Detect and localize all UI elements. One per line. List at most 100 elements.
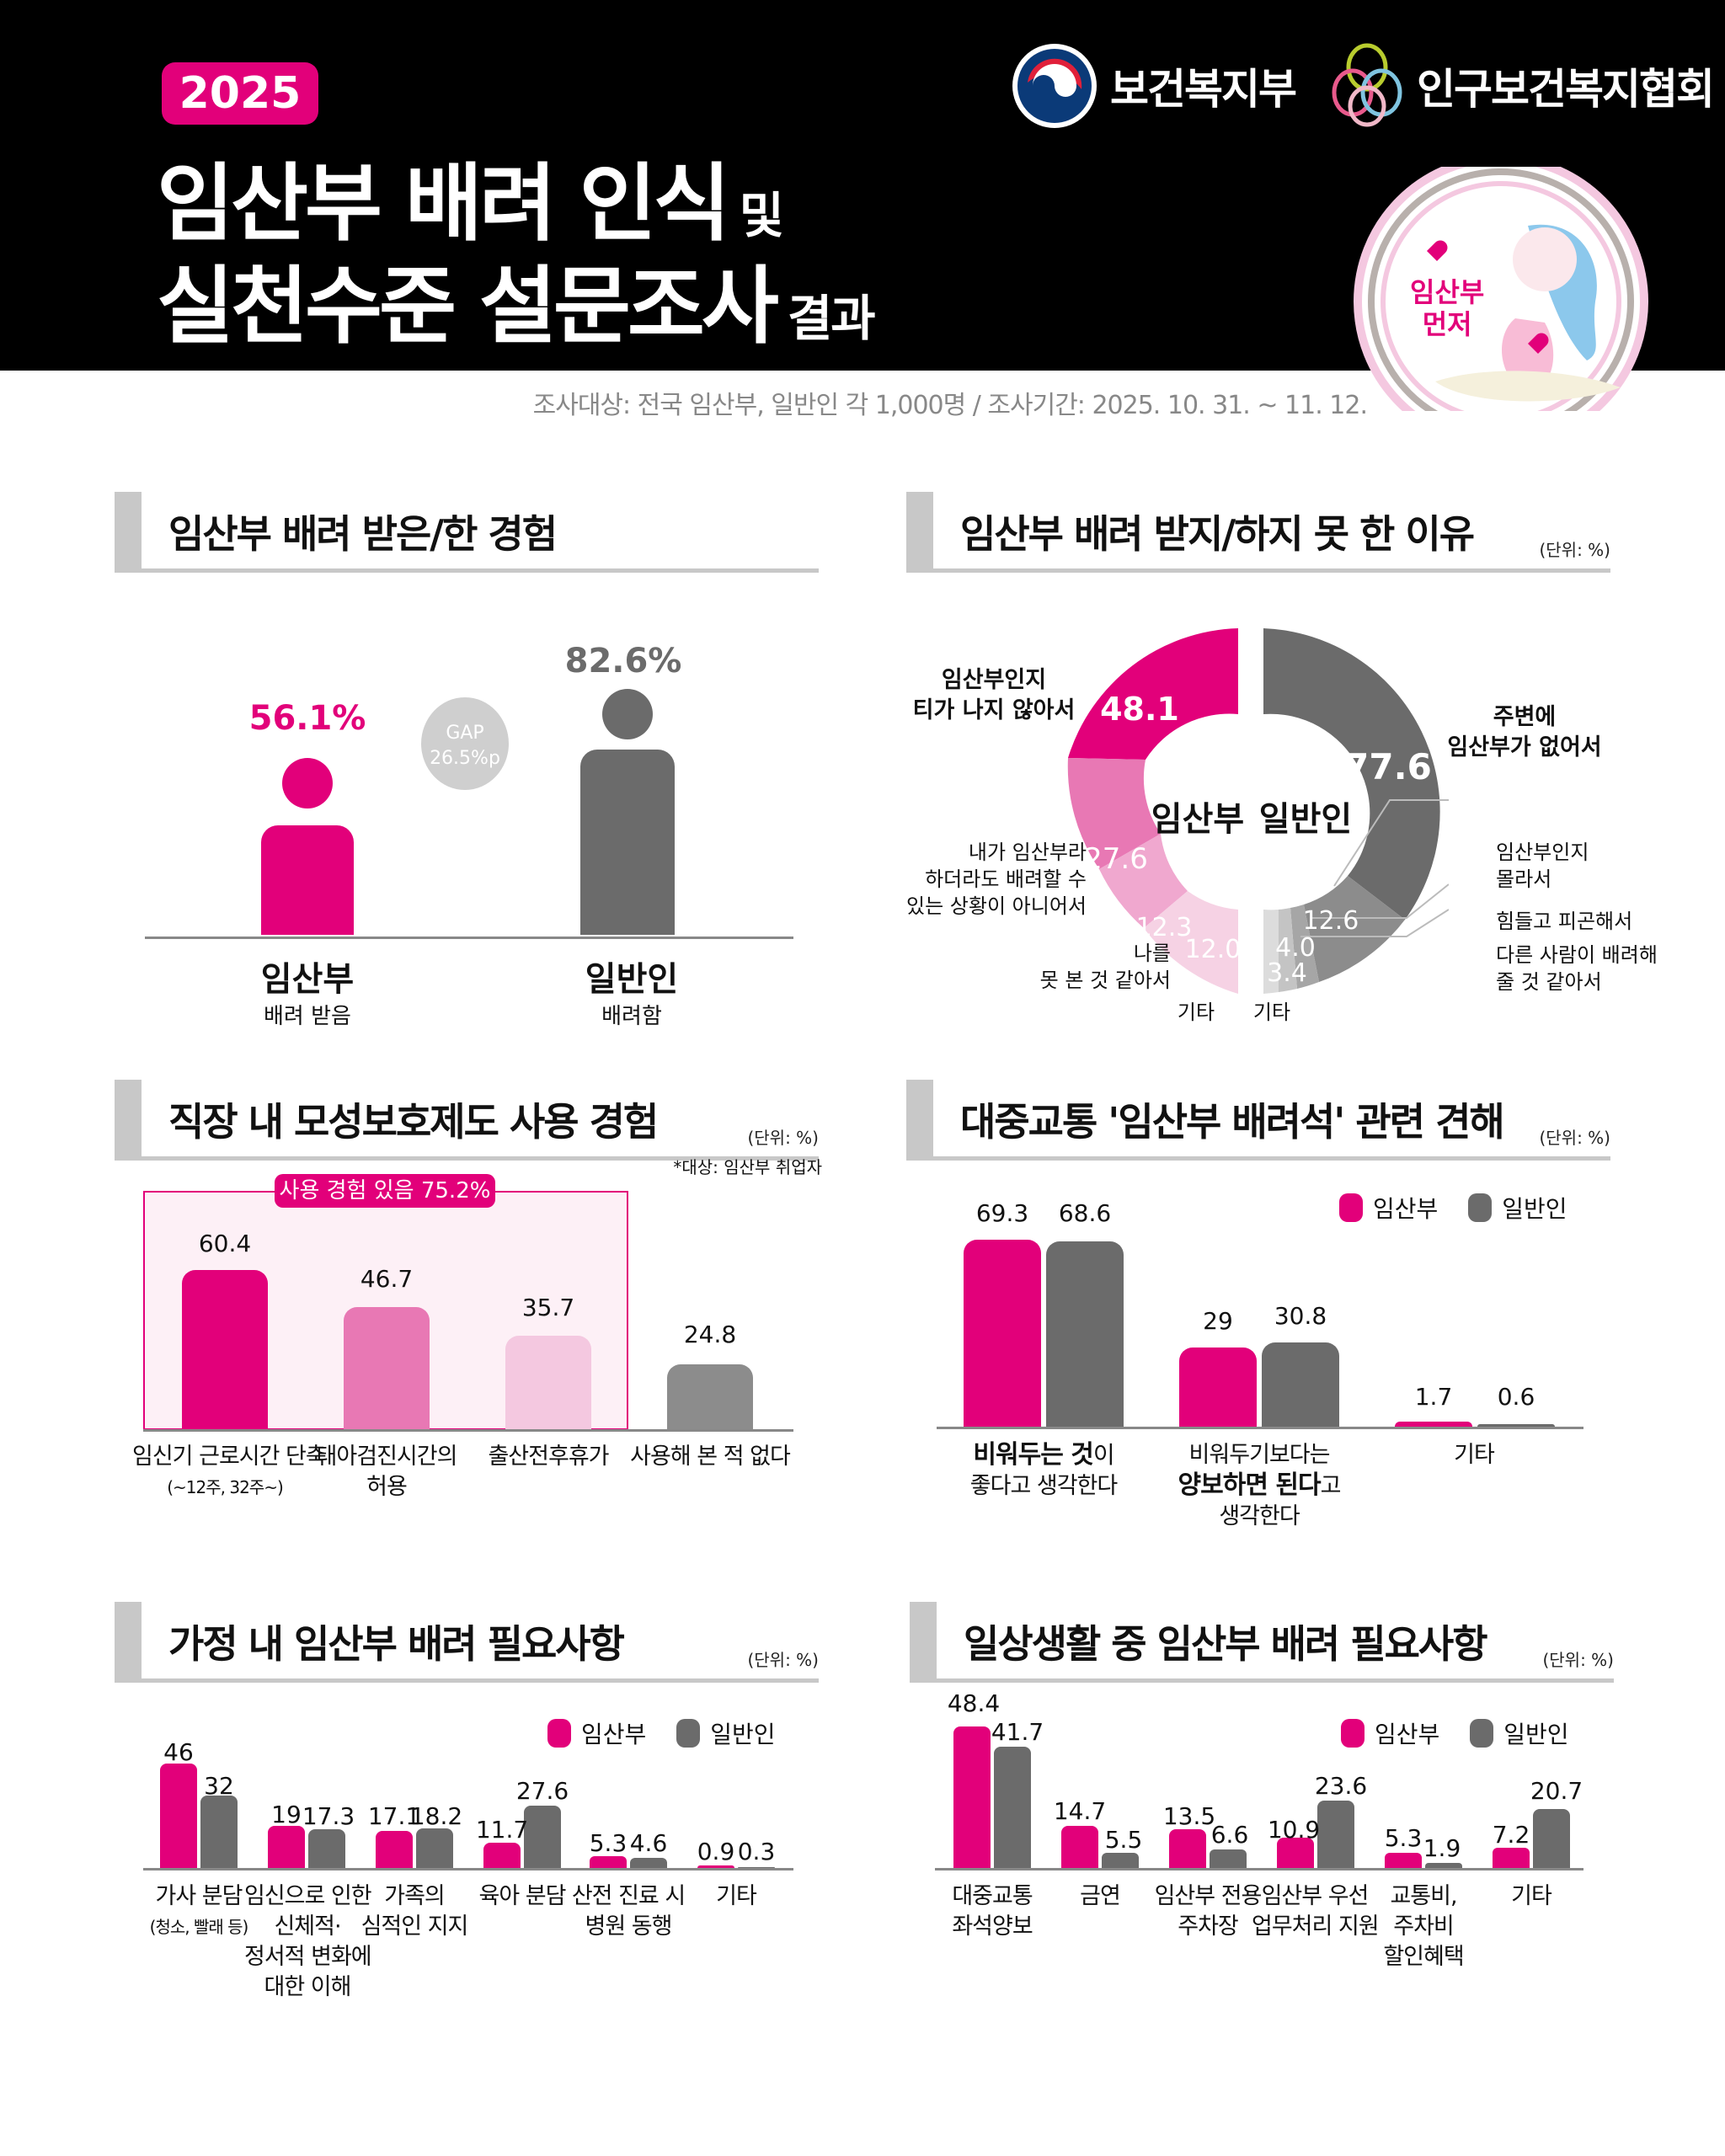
bar-p4 [590,1856,627,1868]
label-p4: 기타 [1177,1001,1215,1024]
value-p5: 0.9 [697,1838,735,1865]
label-line: 임산부인지 [941,667,1047,693]
label-g3: 힘들고 피곤해서 [1496,910,1633,933]
cat-line: 좋다고 생각한다 [969,1473,1118,1499]
section-underline [906,1156,1610,1161]
unit-label: (단위: %) [1542,1650,1614,1670]
x-axis [143,1429,793,1432]
value-p1: 19 [271,1801,302,1828]
category-1: 비워두기보다는 양보하면 된다고 생각한다 [1162,1440,1356,1532]
value-g4: 4.6 [629,1829,668,1857]
legend-swatch-general [1468,1193,1493,1222]
value-g3: 27.6 [515,1777,569,1805]
value-p2: 13.5 [1162,1802,1216,1830]
x-axis [937,1427,1583,1429]
pregnant-woman-illustration-icon [1354,154,1648,449]
bar-p5 [1493,1848,1530,1868]
cat-line: 주차장 [1178,1913,1239,1940]
value-p0: 46 [163,1738,194,1766]
cat-bold: 비워두는 것 [973,1440,1093,1470]
bar-g0 [200,1796,238,1868]
label-line: 주변에 [1493,704,1557,730]
legend-label: 임산부 [1373,1195,1439,1223]
value-p3: 10.9 [1267,1816,1321,1844]
org2-name: 인구보건복지협회 [1417,65,1715,114]
cat-line: 산전 진료 시 [571,1883,686,1909]
category-5: 기타 [716,1883,757,1909]
bar-g2 [1210,1849,1247,1868]
legend-label: 일반인 [710,1721,776,1748]
title-suffix-2: 결과 [787,290,876,347]
label-line: 티가 나지 않아서 [912,697,1076,723]
bar-g1 [308,1829,345,1868]
x-axis [143,1868,793,1870]
legend-swatch-general [676,1719,701,1748]
badge-text: 임산부 먼저 [1410,276,1484,340]
label-line: 나를 [1133,942,1171,965]
bar-p3 [1277,1838,1314,1868]
value-g3: 23.6 [1314,1772,1368,1800]
value-p1: 29 [1203,1307,1233,1335]
legend-swatch-pregnant [547,1719,571,1748]
cat-line: 가사 분담 [155,1883,243,1909]
bar-p1 [268,1826,305,1868]
ppfk-logo: 인구보건복지협회 [1329,42,1715,130]
pregnant-person-icon [261,758,354,935]
cat-line: 신체적· [274,1913,341,1940]
cat-line: 비워두기보다는 [1188,1442,1331,1468]
gap-bubble: GAP 26.5%p [421,697,509,790]
unit-label: (단위: %) [1539,1128,1610,1148]
category-1: 태아검진시간의 허용 [302,1442,471,1502]
legend-daily: 임산부 일반인 [1341,1716,1569,1750]
legend-label: 임산부 [581,1721,647,1748]
cat-line: 업무처리 지원 [1252,1913,1380,1940]
unit-label: (단위: %) [747,1128,819,1148]
title-main-2: 실천수준 설문조사 [157,257,779,355]
cat-line: 임산부 우선 [1261,1883,1370,1909]
value-p2: 1.7 [1414,1383,1453,1411]
bar-g1 [1102,1853,1139,1868]
value-p2: 27.6 [1084,842,1148,876]
bar-g5 [738,1867,775,1868]
sublabel-pregnant: 배려 받음 [264,1004,351,1029]
section-title: 직장 내 모성보호제도 사용 경험 [168,1099,659,1145]
value-1: 46.7 [360,1265,414,1293]
label-p2: 내가 임산부라 하더라도 배려할 수 있는 상황이 아니어서 [893,839,1087,920]
section-underline [115,1678,819,1683]
bar-p2 [1395,1422,1472,1427]
bar-g2 [416,1828,453,1868]
value-g2: 18.2 [409,1802,463,1830]
section-title: 임산부 배려 받은/한 경험 [168,511,558,557]
label-line: 몰라서 [1496,867,1552,891]
legend-label: 일반인 [1502,1195,1567,1223]
category-2: 출산전후휴가 [488,1444,609,1470]
category-2: 임산부 전용 주차장 [1149,1881,1267,1942]
label-p3: 나를 못 본 것 같아서 [1019,940,1171,994]
cat-bold: 양보하면 된다 [1178,1470,1322,1500]
bar-p0 [964,1240,1041,1427]
category-3: 육아 분담 [478,1883,567,1909]
bar-p0 [953,1726,991,1868]
label-g5: 기타 [1252,1001,1291,1024]
value-0: 60.4 [198,1230,252,1257]
cat-line: 심적인 지지 [360,1913,469,1940]
bar-g4 [630,1858,667,1868]
cat-line: (~12주, 32주~) [167,1477,284,1497]
value-g4: 1.9 [1423,1834,1461,1862]
cat-line: 임신기 근로시간 단축 [132,1444,327,1470]
category-0: 가사 분담 (청소, 빨래 등) [140,1881,258,1942]
cat-rest: 이 [1092,1441,1115,1469]
label-g2: 임산부인지 몰라서 [1496,839,1631,893]
page-title-line2: 실천수준 설문조사 결과 [157,237,876,360]
value-p4: 5.3 [589,1829,628,1857]
cat-line: 병원 동행 [585,1913,673,1940]
badge-text-line2: 먼저 [1422,308,1472,340]
label-p1: 임산부인지 티가 나지 않아서 [910,665,1078,726]
category-1: 임신으로 인한 신체적· 정서적 변화에 대한 이해 [244,1881,372,2003]
bar-g0 [1046,1241,1124,1427]
cat-line: 대중교통 [952,1883,1033,1909]
cat-line: 생각한다 [1219,1503,1300,1529]
value-p3: 11.7 [475,1816,529,1844]
legend-label: 임산부 [1375,1721,1440,1748]
